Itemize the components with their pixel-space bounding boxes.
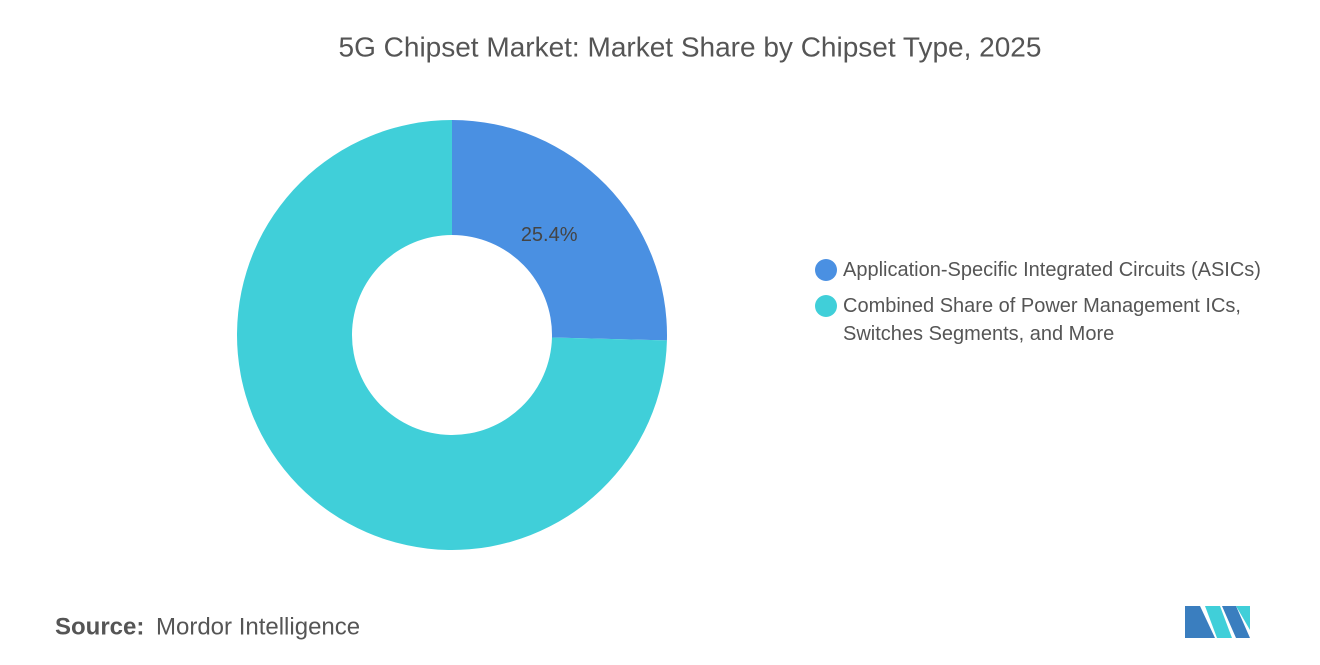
legend-item: Combined Share of Power Management ICs, …: [815, 292, 1295, 348]
legend-swatch: [815, 295, 837, 317]
legend-label: Combined Share of Power Management ICs, …: [843, 295, 1241, 345]
logo-part: [1185, 606, 1215, 638]
donut-slice: [236, 120, 667, 550]
chart-title: 5G Chipset Market: Market Share by Chips…: [339, 31, 1042, 62]
donut-slice: [452, 120, 667, 341]
source: Mordor Intelligence: [156, 613, 360, 640]
legend-swatch: [815, 259, 837, 281]
legend-label: Application-Specific Integrated Circuits…: [843, 259, 1261, 281]
legend: Application-Specific Integrated Circuits…: [815, 256, 1295, 356]
logo-part: [1236, 606, 1250, 630]
logo-part: [1205, 606, 1232, 638]
legend-item: Application-Specific Integrated Circuits…: [815, 256, 1295, 284]
source-label: Source:: [55, 613, 144, 640]
logo-part: [1222, 606, 1250, 638]
logo: [1185, 606, 1250, 638]
data-label: 25.4%: [521, 224, 578, 246]
